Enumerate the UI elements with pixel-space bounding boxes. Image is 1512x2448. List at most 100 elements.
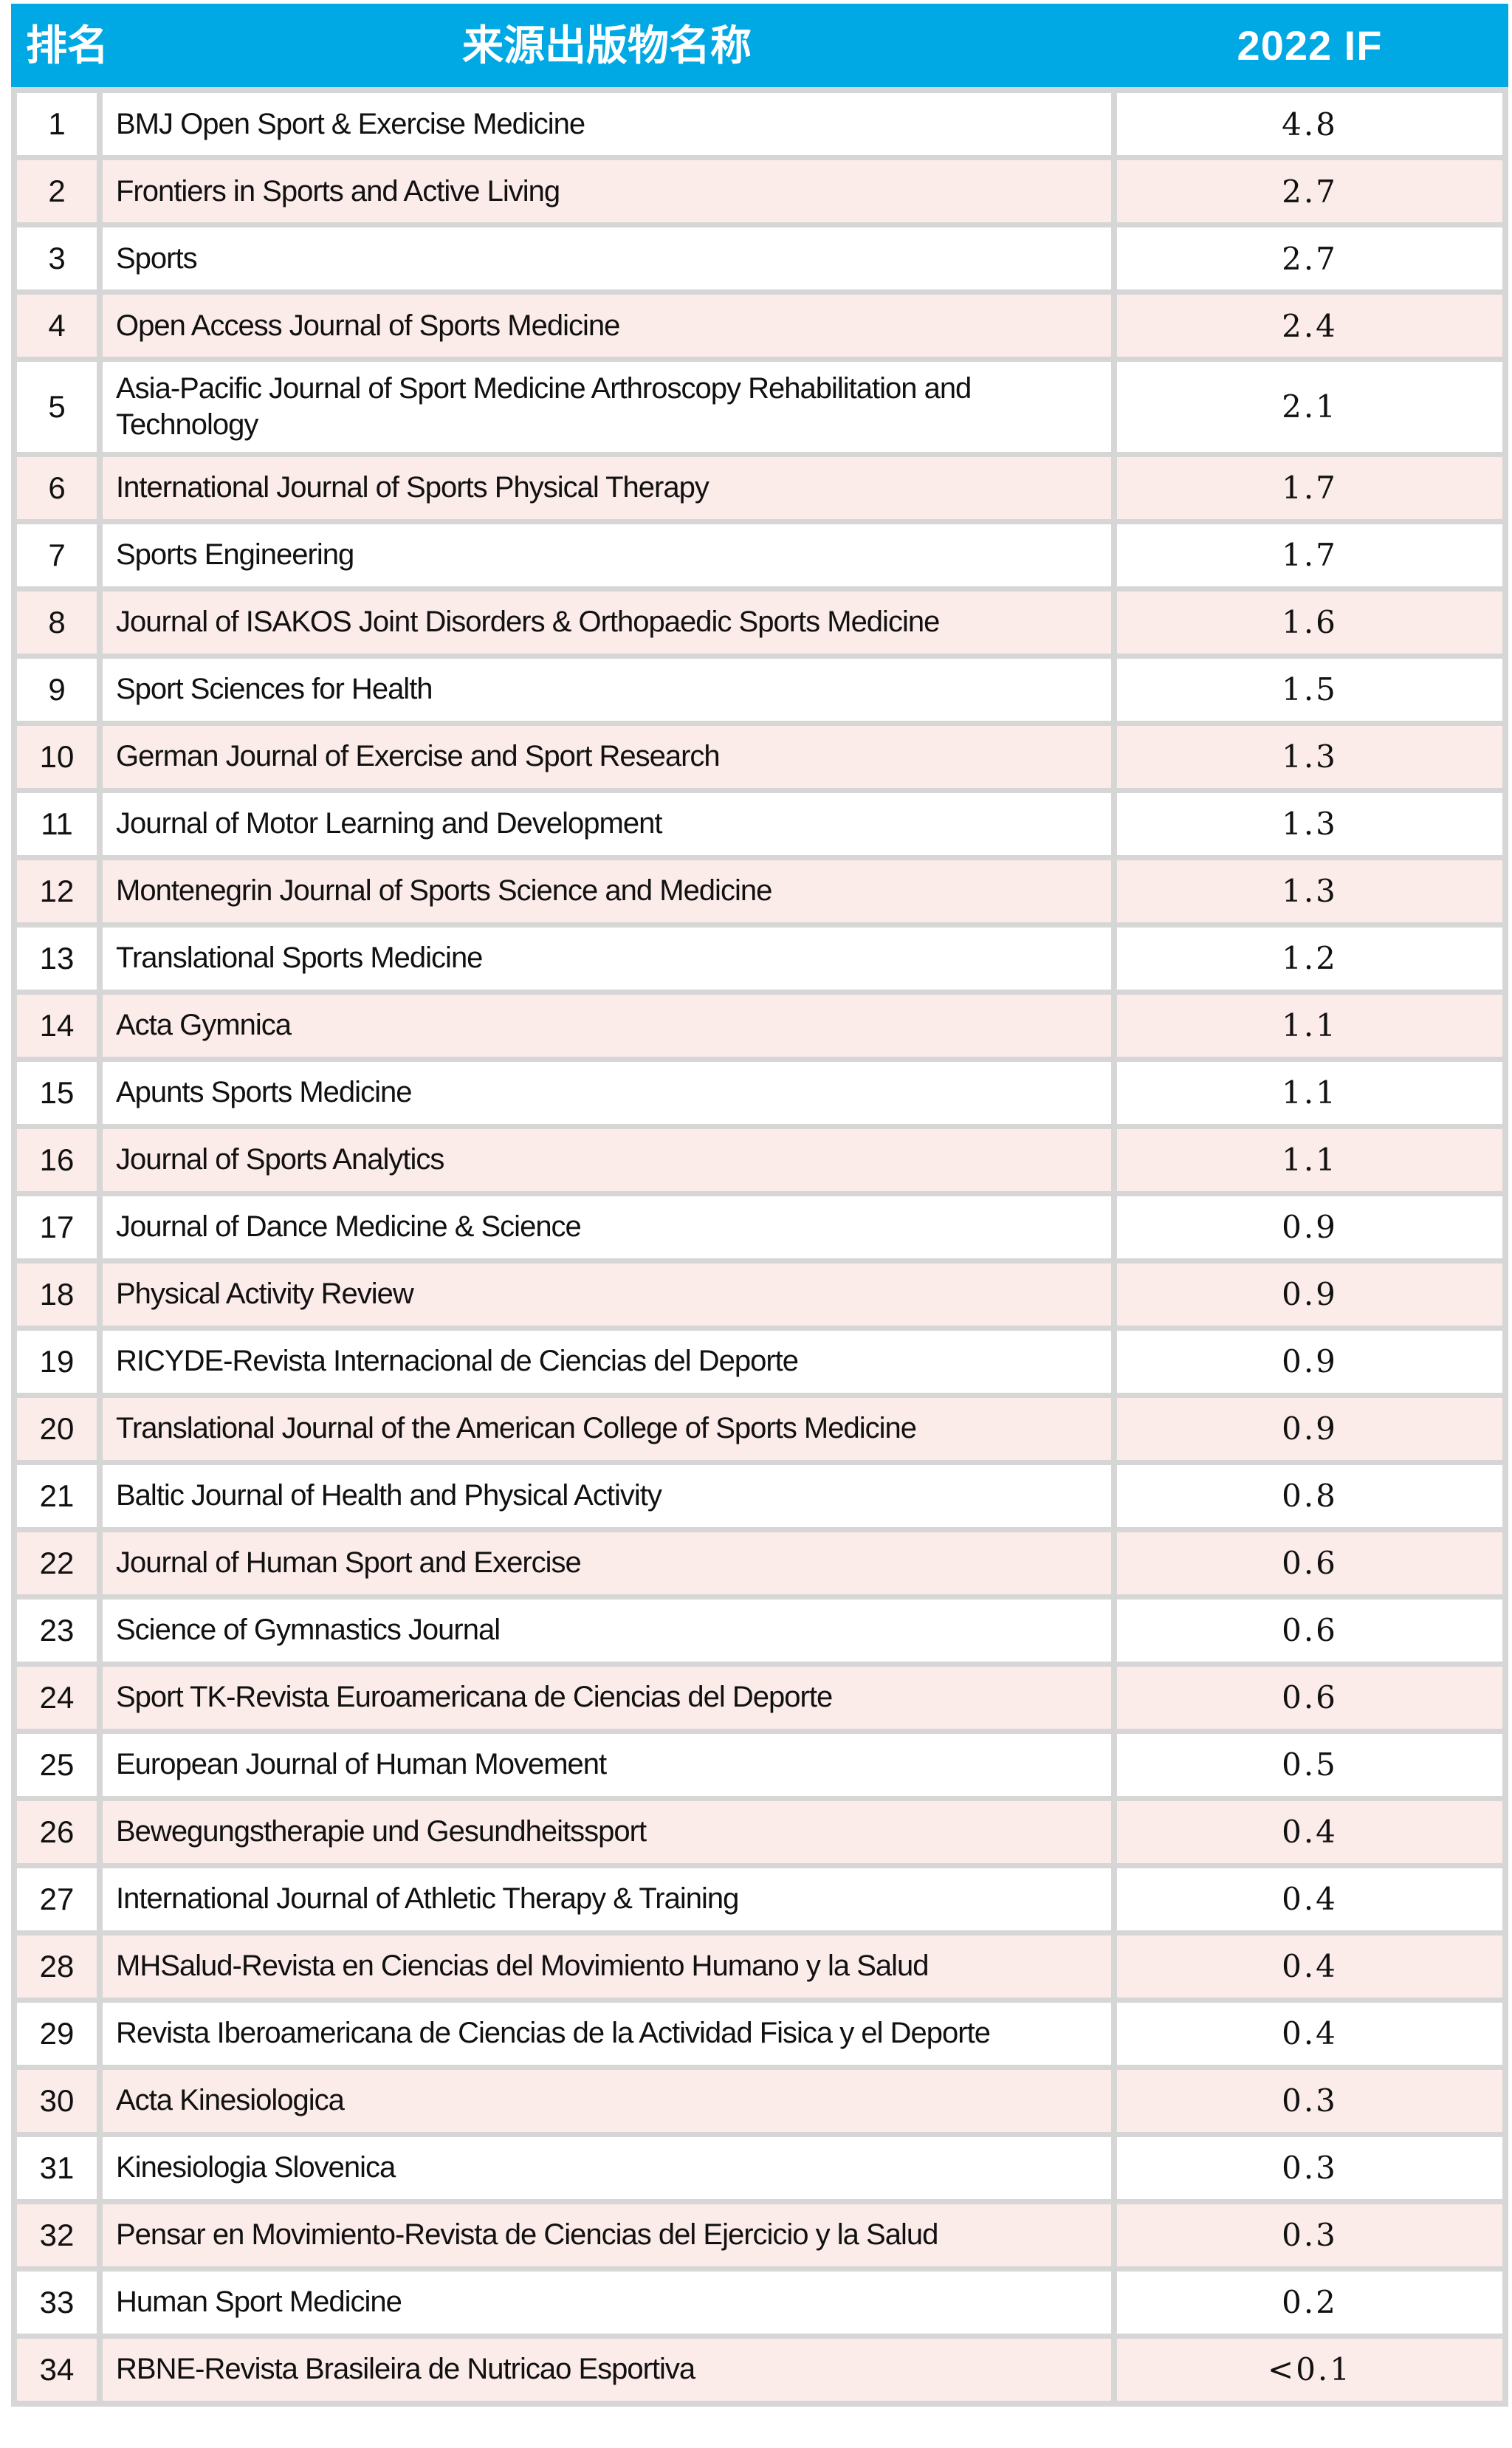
impact-factor-cell: 1.7 — [1117, 524, 1502, 586]
table-row: 4 Open Access Journal of Sports Medicine… — [17, 295, 1502, 357]
table-row: 20 Translational Journal of the American… — [17, 1397, 1502, 1460]
table-row: 32 Pensar en Movimiento-Revista de Cienc… — [17, 2204, 1502, 2266]
col-header-rank: 排名 — [26, 21, 109, 69]
table-row: 8 Journal of ISAKOS Joint Disorders & Or… — [17, 591, 1502, 654]
journal-name-cell: MHSalud-Revista en Ciencias del Movimien… — [103, 1935, 1111, 1998]
rank-cell: 24 — [17, 1666, 97, 1729]
journal-name-cell: Science of Gymnastics Journal — [103, 1599, 1111, 1662]
impact-factor-cell: 1.3 — [1117, 792, 1502, 855]
impact-factor-cell: 0.9 — [1117, 1263, 1502, 1326]
rank-cell: 16 — [17, 1128, 97, 1191]
table-row: 28 MHSalud-Revista en Ciencias del Movim… — [17, 1935, 1502, 1998]
rank-cell: 14 — [17, 994, 97, 1057]
impact-factor-cell: 2.1 — [1117, 362, 1502, 452]
journal-name-cell: Baltic Journal of Health and Physical Ac… — [103, 1464, 1111, 1527]
rank-cell: 25 — [17, 1733, 97, 1796]
table-row: 2 Frontiers in Sports and Active Living … — [17, 160, 1502, 222]
table-row: 16 Journal of Sports Analytics 1.1 — [17, 1128, 1502, 1191]
table-row: 3 Sports 2.7 — [17, 227, 1502, 289]
impact-factor-cell: 4.8 — [1117, 93, 1502, 155]
journal-name-cell: Journal of Sports Analytics — [103, 1128, 1111, 1191]
table-row: 15 Apunts Sports Medicine 1.1 — [17, 1061, 1502, 1124]
journal-name-cell: Apunts Sports Medicine — [103, 1061, 1111, 1124]
table-row: 6 International Journal of Sports Physic… — [17, 456, 1502, 519]
table-row: 27 International Journal of Athletic The… — [17, 1868, 1502, 1930]
table-row: 30 Acta Kinesiologica 0.3 — [17, 2069, 1502, 2132]
journal-name-cell: RBNE-Revista Brasileira de Nutricao Espo… — [103, 2338, 1111, 2401]
journal-name-cell: Acta Gymnica — [103, 994, 1111, 1057]
journal-name-cell: German Journal of Exercise and Sport Res… — [103, 725, 1111, 788]
impact-factor-cell: 0.9 — [1117, 1196, 1502, 1258]
journal-name-cell: Journal of Motor Learning and Developmen… — [103, 792, 1111, 855]
table-row: 1 BMJ Open Sport & Exercise Medicine 4.8 — [17, 93, 1502, 155]
rank-cell: 33 — [17, 2271, 97, 2334]
impact-factor-cell: 2.7 — [1117, 227, 1502, 289]
journal-name-cell: Sports — [103, 227, 1111, 289]
table-row: 9 Sport Sciences for Health 1.5 — [17, 658, 1502, 721]
table-row: 34 RBNE-Revista Brasileira de Nutricao E… — [17, 2338, 1502, 2401]
journal-name-cell: Open Access Journal of Sports Medicine — [103, 295, 1111, 357]
impact-factor-cell: 0.3 — [1117, 2204, 1502, 2266]
table-row: 12 Montenegrin Journal of Sports Science… — [17, 860, 1502, 922]
table-row: 26 Bewegungstherapie und Gesundheitsspor… — [17, 1800, 1502, 1863]
impact-factor-cell: 0.4 — [1117, 1935, 1502, 1998]
impact-factor-cell: 2.4 — [1117, 295, 1502, 357]
table-row: 21 Baltic Journal of Health and Physical… — [17, 1464, 1502, 1527]
journal-name-cell: RICYDE-Revista Internacional de Ciencias… — [103, 1330, 1111, 1393]
table-row: 25 European Journal of Human Movement 0.… — [17, 1733, 1502, 1796]
journal-name-cell: European Journal of Human Movement — [103, 1733, 1111, 1796]
impact-factor-cell: 1.3 — [1117, 860, 1502, 922]
table-row: 18 Physical Activity Review 0.9 — [17, 1263, 1502, 1326]
col-header-source-publication-name: 来源出版物名称 — [462, 21, 752, 69]
impact-factor-cell: 0.6 — [1117, 1599, 1502, 1662]
table-row: 17 Journal of Dance Medicine & Science 0… — [17, 1196, 1502, 1258]
impact-factor-cell: 1.2 — [1117, 927, 1502, 990]
impact-factor-cell: 2.7 — [1117, 160, 1502, 222]
impact-factor-cell: 0.4 — [1117, 1868, 1502, 1930]
rank-cell: 10 — [17, 725, 97, 788]
impact-factor-cell: 0.9 — [1117, 1397, 1502, 1460]
impact-factor-cell: 0.9 — [1117, 1330, 1502, 1393]
rank-cell: 13 — [17, 927, 97, 990]
journal-name-cell: Journal of ISAKOS Joint Disorders & Orth… — [103, 591, 1111, 654]
journal-name-cell: Human Sport Medicine — [103, 2271, 1111, 2334]
impact-factor-cell: 0.3 — [1117, 2136, 1502, 2199]
impact-factor-cell: 0.6 — [1117, 1666, 1502, 1729]
rank-cell: 26 — [17, 1800, 97, 1863]
journal-name-cell: Translational Sports Medicine — [103, 927, 1111, 990]
journal-ranking-table: 排名 来源出版物名称 2022 IF 1 BMJ Open Sport & Ex… — [11, 4, 1508, 2407]
rank-cell: 11 — [17, 792, 97, 855]
impact-factor-cell: 1.3 — [1117, 725, 1502, 788]
col-header-2022-if: 2022 IF — [1237, 21, 1383, 69]
journal-name-cell: Sport Sciences for Health — [103, 658, 1111, 721]
journal-name-cell: Frontiers in Sports and Active Living — [103, 160, 1111, 222]
rank-cell: 30 — [17, 2069, 97, 2132]
table-row: 11 Journal of Motor Learning and Develop… — [17, 792, 1502, 855]
rank-cell: 8 — [17, 591, 97, 654]
rank-cell: 20 — [17, 1397, 97, 1460]
table-row: 33 Human Sport Medicine 0.2 — [17, 2271, 1502, 2334]
rank-cell: 17 — [17, 1196, 97, 1258]
table-row: 5 Asia-Pacific Journal of Sport Medicine… — [17, 362, 1502, 452]
impact-factor-cell: 0.5 — [1117, 1733, 1502, 1796]
table-row: 19 RICYDE-Revista Internacional de Cienc… — [17, 1330, 1502, 1393]
impact-factor-cell: 0.6 — [1117, 1532, 1502, 1594]
rank-cell: 19 — [17, 1330, 97, 1393]
impact-factor-cell: 0.8 — [1117, 1464, 1502, 1527]
table-row: 23 Science of Gymnastics Journal 0.6 — [17, 1599, 1502, 1662]
table-header-row: 排名 来源出版物名称 2022 IF — [11, 4, 1508, 87]
rank-cell: 1 — [17, 93, 97, 155]
rank-cell: 21 — [17, 1464, 97, 1527]
rank-cell: 12 — [17, 860, 97, 922]
rank-cell: 32 — [17, 2204, 97, 2266]
table-row: 22 Journal of Human Sport and Exercise 0… — [17, 1532, 1502, 1594]
journal-name-cell: Translational Journal of the American Co… — [103, 1397, 1111, 1460]
table-body: 1 BMJ Open Sport & Exercise Medicine 4.8… — [11, 87, 1508, 2407]
rank-cell: 3 — [17, 227, 97, 289]
rank-cell: 2 — [17, 160, 97, 222]
impact-factor-cell: <0.1 — [1117, 2338, 1502, 2401]
impact-factor-cell: 0.4 — [1117, 1800, 1502, 1863]
rank-cell: 4 — [17, 295, 97, 357]
rank-cell: 6 — [17, 456, 97, 519]
journal-name-cell: Montenegrin Journal of Sports Science an… — [103, 860, 1111, 922]
